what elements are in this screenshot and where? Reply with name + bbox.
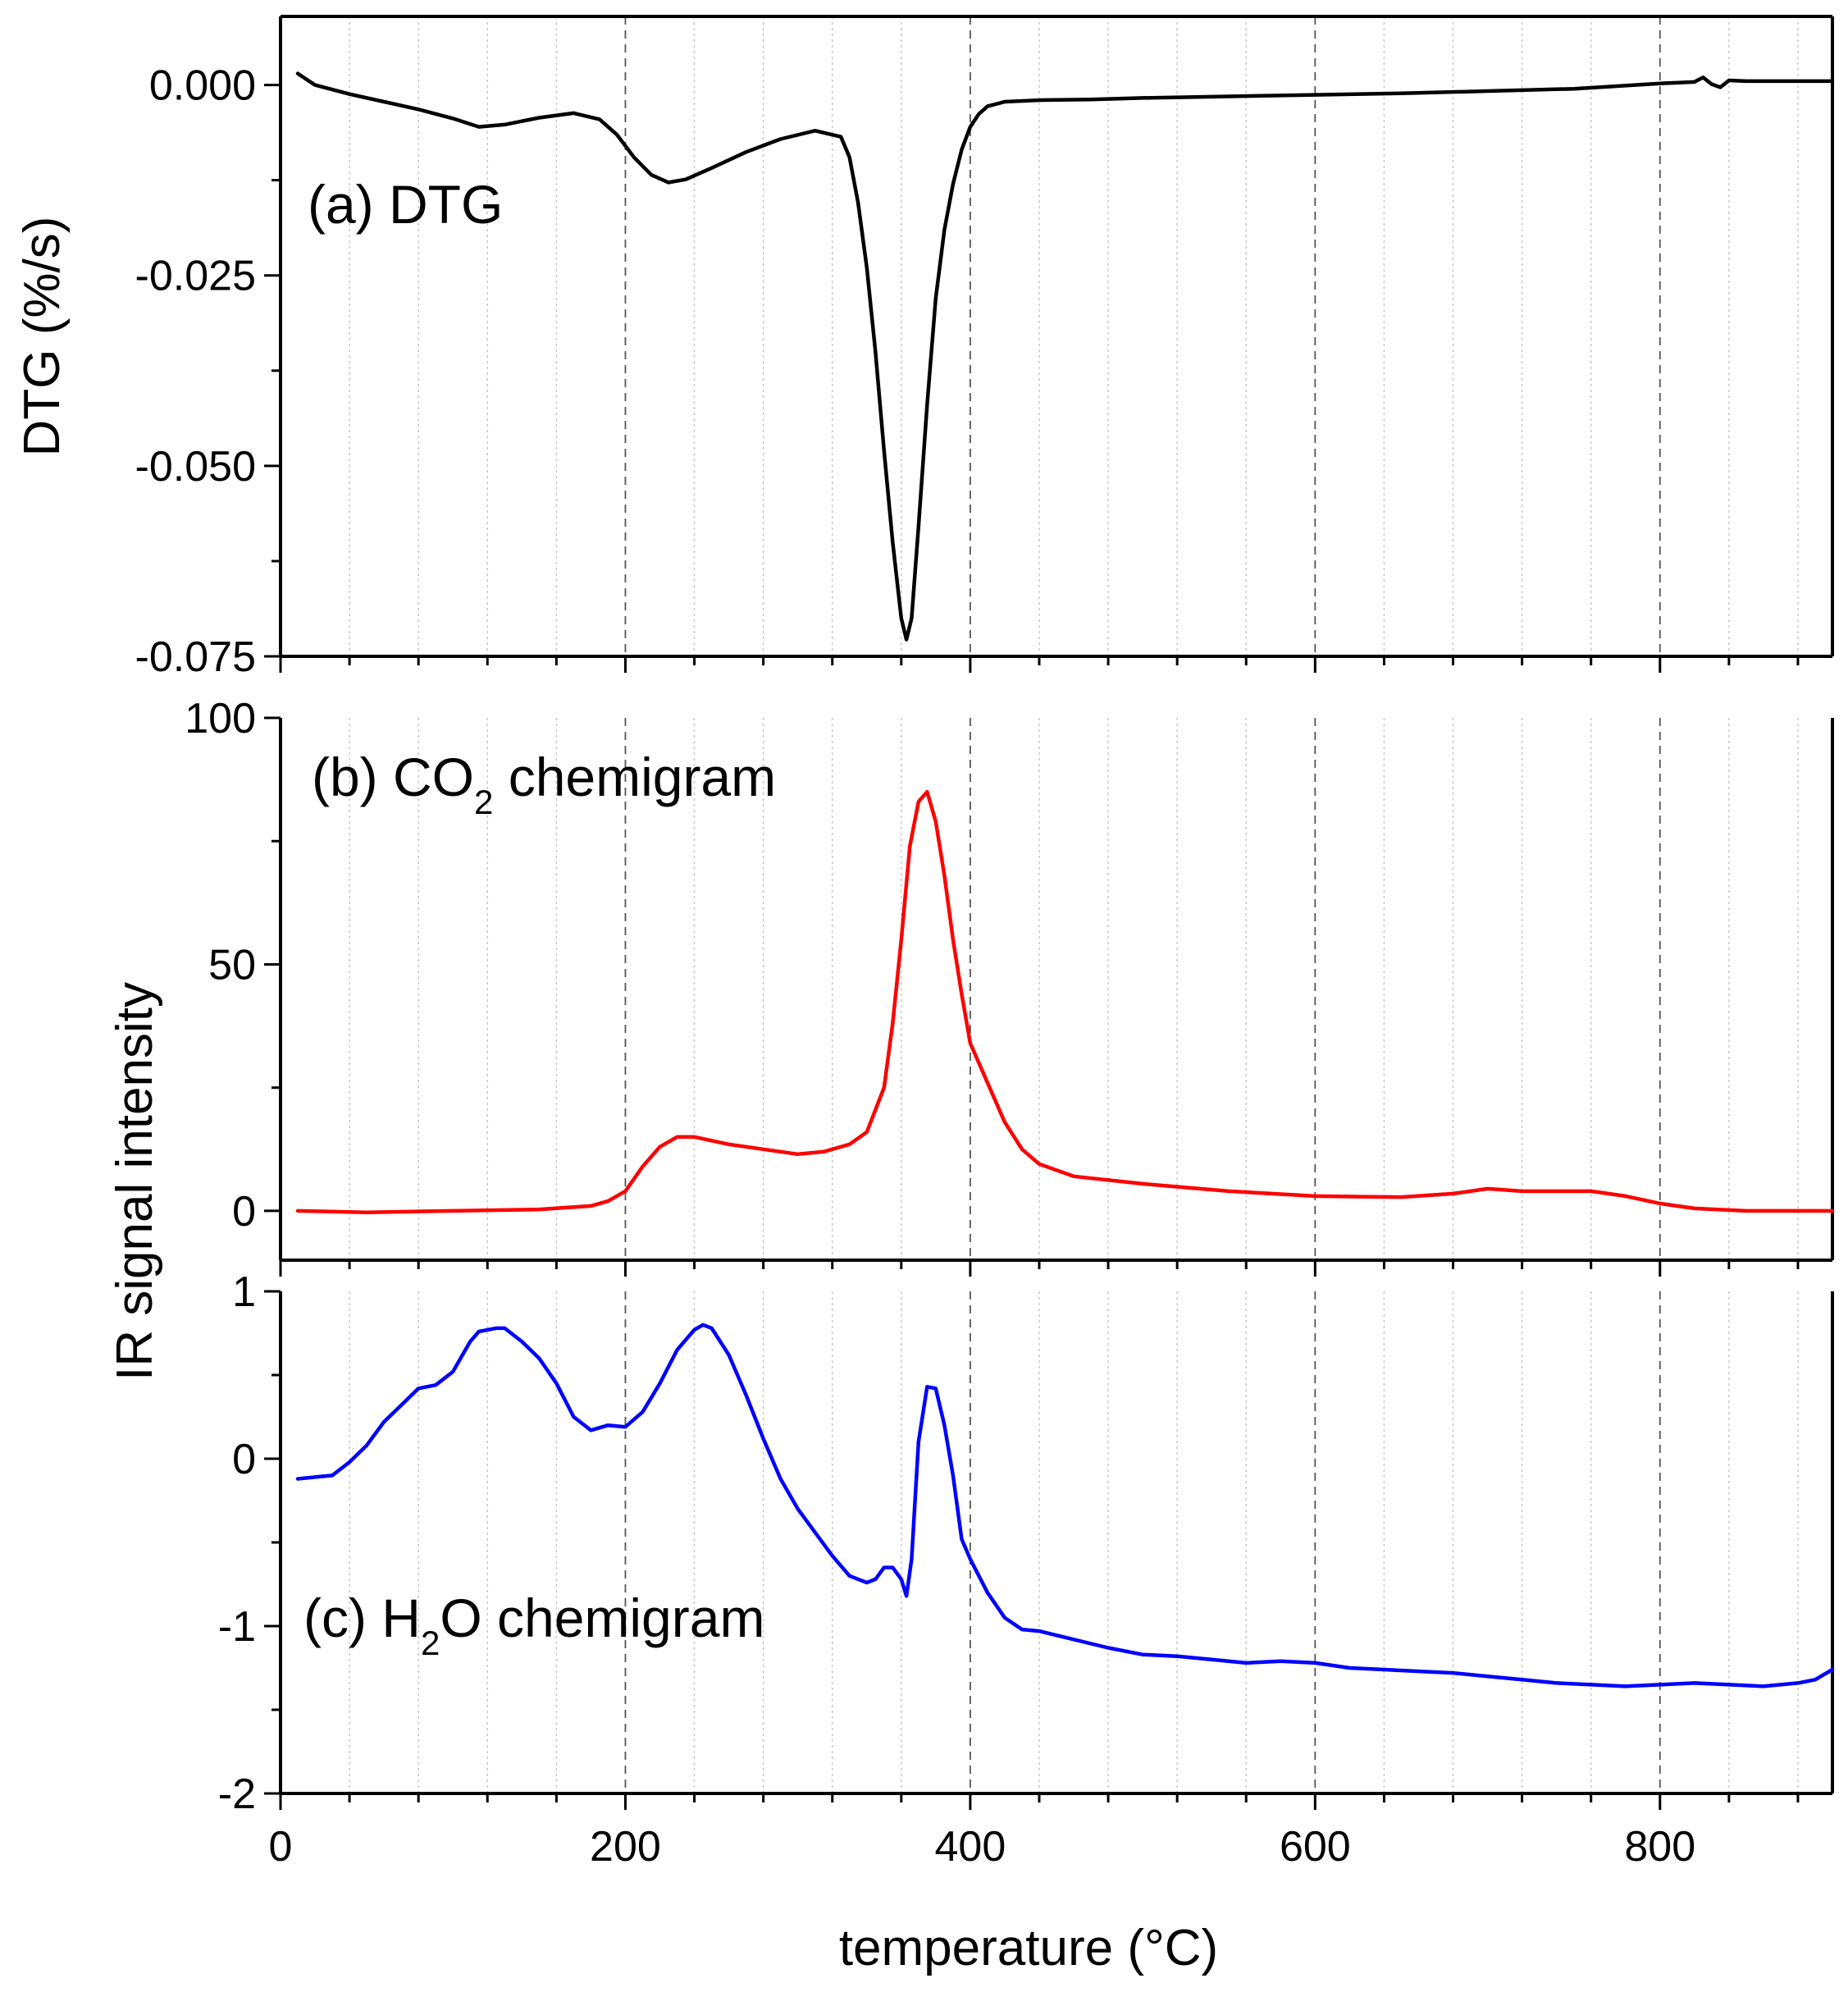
dtg-series-line [295, 71, 1835, 642]
co2-panel-title: (b) CO2 chemigram [312, 747, 776, 821]
dtg-y-tick-label: 0.000 [149, 62, 256, 110]
h2o-y-tick-label: 1 [232, 1268, 256, 1316]
x-tick-label: 200 [590, 1823, 661, 1871]
dtg-y-tick-label: -0.050 [135, 443, 256, 491]
co2-y-tick-label: 50 [208, 941, 256, 989]
h2o-y-tick-label: -1 [218, 1603, 256, 1651]
co2-y-tick-label: 0 [232, 1188, 256, 1236]
dtg-y-tick-label: -0.025 [135, 253, 256, 300]
dtg-y-axis-label: DTG (%/s) [14, 217, 71, 457]
co2-y-tick-label: 100 [185, 695, 256, 742]
x-tick-label: 600 [1280, 1823, 1351, 1871]
co2-series-line [295, 789, 1835, 1214]
x-axis: 0 200 400 600 800 [269, 1823, 1696, 1871]
ir-y-axis-label: IR signal intensity [107, 982, 163, 1381]
dtg-y-tick-label: -0.075 [135, 633, 256, 681]
h2o-y-tick-label: -2 [218, 1770, 256, 1818]
panel-co2: 0 50 100 (b) CO2 chemigram [185, 695, 1835, 1277]
dtg-panel-title: (a) DTG [308, 174, 503, 235]
h2o-y-tick-label: 0 [232, 1436, 256, 1483]
x-tick-label: 400 [935, 1823, 1006, 1871]
x-tick-label: 800 [1624, 1823, 1695, 1871]
panel-dtg: 0.000 -0.025 -0.050 -0.075 (a) DTG [135, 15, 1835, 681]
h2o-series-line [295, 1323, 1835, 1688]
x-tick-label: 0 [269, 1823, 293, 1871]
h2o-panel-title: (c) H2O chemigram [303, 1588, 764, 1662]
panel-h2o: 1 0 -1 -2 (c) H2O chemigram [218, 1268, 1835, 1818]
x-axis-label: temperature (°C) [839, 1920, 1218, 1976]
